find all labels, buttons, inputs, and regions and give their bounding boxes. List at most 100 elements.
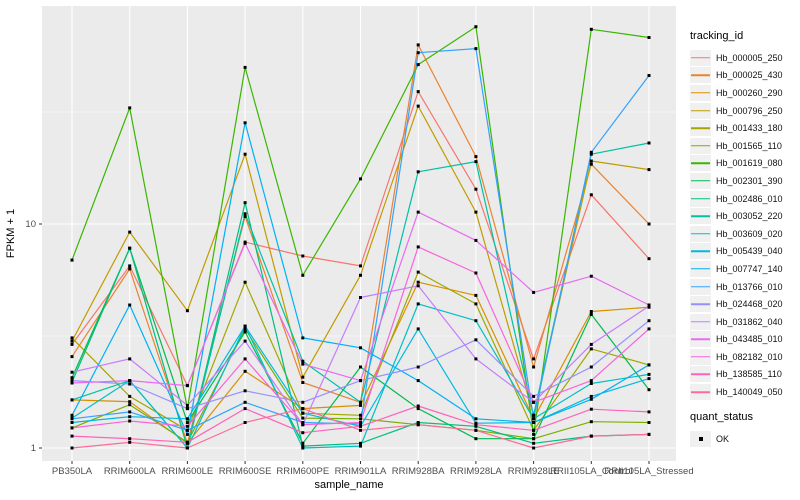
data-point xyxy=(589,407,593,411)
data-point xyxy=(185,428,189,432)
data-point xyxy=(301,362,305,366)
data-point xyxy=(532,428,536,432)
data-point xyxy=(301,446,305,450)
legend-key-swatch xyxy=(690,225,711,242)
legend-item-label: Hb_138585_110 xyxy=(716,369,782,380)
data-point xyxy=(589,379,593,383)
legend-key-line xyxy=(691,320,710,323)
y-tick-label: 10 xyxy=(25,219,36,230)
data-point xyxy=(359,424,362,428)
data-point xyxy=(70,370,74,374)
data-point xyxy=(589,274,593,278)
x-tick-label: RRIM600LE xyxy=(162,466,214,477)
x-axis-label: sample_name xyxy=(314,479,383,491)
data-point xyxy=(128,357,132,361)
data-point xyxy=(589,150,593,154)
legend-key-line xyxy=(691,285,710,288)
legend-item-Hb_140049_050: Hb_140049_050 xyxy=(690,383,798,401)
data-point xyxy=(70,381,74,385)
data-point xyxy=(359,379,362,383)
data-point xyxy=(474,160,478,164)
data-point xyxy=(128,303,132,307)
x-tick-label: RRIM600SE xyxy=(219,466,272,477)
legend-item-label: Hb_005439_040 xyxy=(716,246,783,257)
legend-key-line xyxy=(691,356,710,358)
legend-item-label: Hb_007747_140 xyxy=(716,263,783,274)
legend-key-line xyxy=(691,197,710,200)
data-point xyxy=(128,410,132,414)
legend-key-line xyxy=(691,268,710,270)
plot-panel xyxy=(42,6,676,461)
legend-key-line xyxy=(691,145,710,147)
data-point xyxy=(128,403,132,407)
data-point xyxy=(243,152,247,156)
legend-item-Hb_002301_390: Hb_002301_390 xyxy=(690,172,798,190)
data-point xyxy=(589,394,593,398)
data-point xyxy=(185,440,189,444)
x-tick-label: RRIM928LE xyxy=(508,466,560,477)
data-point xyxy=(70,426,74,430)
data-point xyxy=(647,410,651,414)
data-point xyxy=(647,168,651,172)
data-point xyxy=(589,347,593,351)
data-point xyxy=(243,400,247,404)
data-point xyxy=(70,355,74,359)
data-point xyxy=(359,417,362,421)
data-point xyxy=(589,310,593,313)
legend-item-Hb_005439_040: Hb_005439_040 xyxy=(690,243,798,261)
data-point xyxy=(128,440,132,444)
data-point xyxy=(185,421,189,424)
data-point xyxy=(301,381,305,384)
data-point xyxy=(589,193,593,197)
data-point xyxy=(589,382,593,385)
data-point xyxy=(532,394,536,398)
data-point xyxy=(474,210,478,214)
data-point xyxy=(647,421,651,424)
data-point xyxy=(70,446,74,450)
x-tick-label: RRII105LA_Control xyxy=(550,466,632,477)
legend-item-label: Hb_000025_430 xyxy=(716,70,783,81)
data-point xyxy=(70,421,74,424)
legend-title-quant-status: quant_status xyxy=(690,410,753,423)
legend-item-label: Hb_082182_010 xyxy=(716,351,783,362)
data-point xyxy=(532,400,536,404)
data-point xyxy=(474,338,478,342)
data-point xyxy=(647,319,651,323)
data-point xyxy=(416,51,420,55)
data-point xyxy=(359,273,362,277)
legend-item-label: Hb_000005_250 xyxy=(716,52,783,63)
legend-key-swatch xyxy=(690,348,711,365)
legend-item-label: Hb_003609_020 xyxy=(716,228,783,239)
data-point xyxy=(185,417,189,421)
data-point xyxy=(416,284,420,288)
data-point xyxy=(243,327,247,331)
data-point xyxy=(243,121,247,125)
data-point xyxy=(474,423,478,427)
data-point xyxy=(243,389,247,393)
data-point xyxy=(589,342,593,346)
legend-key-line xyxy=(691,162,710,165)
legend-tracking-items: Hb_000005_250 Hb_000025_430 Hb_000260_290 H… xyxy=(690,49,798,401)
data-point xyxy=(70,342,74,346)
data-point xyxy=(128,437,132,441)
legend-key-line xyxy=(691,338,710,341)
data-point xyxy=(301,421,305,424)
data-point xyxy=(301,441,305,445)
data-point xyxy=(70,379,74,383)
data-point xyxy=(589,152,593,156)
data-point xyxy=(301,407,305,411)
legend-item-label: Hb_001619_080 xyxy=(716,158,783,169)
data-point xyxy=(532,290,536,294)
legend-item-Hb_031862_040: Hb_031862_040 xyxy=(690,313,798,331)
data-point xyxy=(416,210,420,214)
data-point xyxy=(243,407,247,411)
legend-item-Hb_003609_020: Hb_003609_020 xyxy=(690,225,798,243)
data-point xyxy=(474,417,478,421)
data-point xyxy=(70,336,74,340)
data-point xyxy=(128,415,132,419)
data-point xyxy=(416,365,420,369)
data-point xyxy=(301,444,305,448)
legend-key-swatch xyxy=(690,260,711,277)
data-point xyxy=(128,264,132,268)
